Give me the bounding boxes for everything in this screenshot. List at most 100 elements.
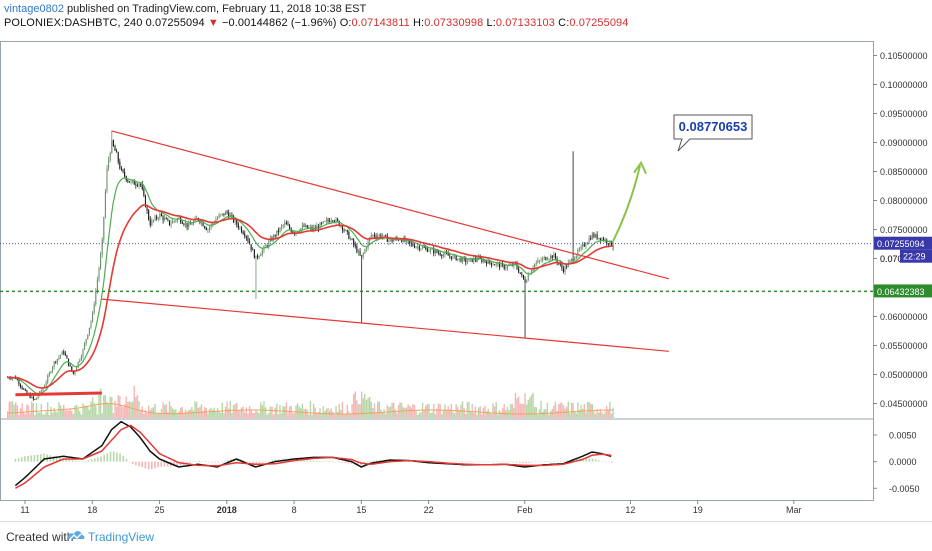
candle-body [484, 260, 486, 262]
volume-bar [90, 401, 92, 418]
candle-body [40, 390, 42, 392]
volume-bar [168, 401, 171, 418]
volume-bar [226, 401, 228, 418]
volume-bar [301, 403, 304, 418]
volume-bar [231, 412, 233, 418]
histogram-bar [601, 461, 603, 462]
candle-body [148, 210, 150, 220]
histogram-bar [315, 460, 318, 462]
volume-bar [245, 407, 248, 418]
volume-bar [239, 409, 241, 418]
histogram-bar [119, 453, 121, 462]
volume-bar [401, 402, 403, 418]
volume-bar [405, 407, 408, 418]
volume-bar [370, 401, 372, 418]
volume-bar [346, 404, 348, 418]
candle-body [53, 361, 55, 368]
time-tick-label: 19 [693, 505, 703, 515]
histogram-bar [556, 461, 559, 462]
tradingview-brand-link[interactable]: TradingView [88, 530, 155, 544]
volume-bar [255, 410, 257, 418]
candle-body [329, 220, 331, 222]
price-chart[interactable]: 0.08770653 0.10500000 0.10000000 0.0950000… [0, 0, 932, 521]
trendline[interactable] [15, 391, 102, 397]
histogram-bar [331, 461, 334, 463]
candle-body [428, 251, 430, 252]
volume-bar [500, 412, 502, 418]
histogram-bar [550, 461, 553, 462]
trendline[interactable] [111, 130, 670, 280]
volume-bar [532, 392, 534, 418]
volume-bar [103, 395, 105, 418]
time-tick-label: 12 [625, 505, 635, 515]
candle-body [306, 225, 308, 228]
publish-info: vintage0802 published on TradingView.com… [4, 3, 366, 15]
histogram-bar [607, 461, 610, 463]
histogram-bar [163, 461, 166, 467]
close-label: C: [558, 17, 570, 29]
candle-body [415, 246, 417, 248]
candle-body [492, 264, 494, 266]
volume-bar [157, 412, 159, 418]
candle-body [388, 240, 390, 242]
candle-body [231, 215, 233, 217]
volume-bar [593, 411, 595, 418]
candle-body [31, 396, 33, 398]
created-with-label: Created with [6, 530, 74, 544]
volume-bar [23, 412, 25, 418]
histogram-bar [477, 461, 480, 463]
volume-bar [133, 385, 135, 418]
candle-body [421, 247, 424, 249]
candle-body [373, 234, 376, 237]
target-callout[interactable] [673, 114, 753, 152]
volume-bar [333, 414, 336, 418]
volume-bar [50, 406, 52, 418]
candle-body [255, 255, 257, 258]
osc-tick-label: -0.0050 [889, 484, 920, 494]
target-arrow[interactable] [612, 165, 642, 242]
volume-bar [541, 411, 544, 418]
high-value: 0.07330998 [424, 17, 484, 29]
candle-body [220, 214, 222, 216]
volume-bar [482, 408, 485, 418]
volume-bar [412, 404, 414, 418]
time-tick-label: 18 [87, 505, 97, 515]
candle-body [516, 263, 518, 269]
volume-bar [63, 404, 65, 418]
tradingview-logo-icon[interactable] [65, 528, 85, 544]
candle-body [224, 211, 227, 216]
volume-bar [131, 401, 134, 418]
candle-body [175, 220, 177, 222]
candle-body [50, 371, 52, 373]
candle-body [423, 247, 425, 248]
candle-body [138, 183, 140, 186]
volume-bar [183, 413, 185, 418]
volume-bar [570, 402, 573, 418]
volume-bar [453, 413, 456, 418]
candle-body [191, 224, 193, 226]
volume-bar [577, 402, 579, 418]
author-link[interactable]: vintage0802 [4, 3, 64, 15]
support-price-badge: 0.06432383 [877, 287, 925, 297]
volume-bar [439, 404, 441, 418]
volume-bar [11, 401, 14, 418]
histogram-bar [112, 451, 115, 462]
histogram-bar [220, 461, 223, 463]
candle-body [405, 239, 408, 242]
volume-bar [425, 405, 427, 418]
candle-body [458, 258, 460, 259]
candle-body [103, 217, 105, 240]
volume-bar [311, 414, 313, 418]
histogram-bar [24, 456, 26, 462]
histogram-bar [515, 461, 518, 463]
volume-bar [461, 401, 464, 418]
volume-bar [548, 414, 550, 418]
trendline[interactable] [101, 298, 669, 352]
candle-body [332, 220, 334, 222]
volume-bar [509, 404, 512, 418]
candle-body [500, 263, 502, 268]
volume-bar [588, 401, 590, 418]
histogram-bar [594, 459, 597, 462]
volume-bar [586, 402, 589, 418]
volume-bar [75, 405, 78, 418]
